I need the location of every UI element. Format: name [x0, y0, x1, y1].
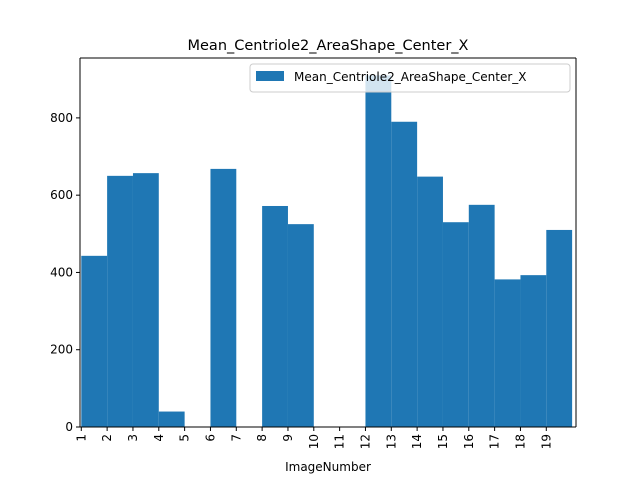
legend: Mean_Centriole2_AreaShape_Center_X [249, 63, 571, 93]
legend-label: Mean_Centriole2_AreaShape_Center_X [294, 70, 527, 84]
y-tick-label: 800 [50, 111, 73, 125]
legend-box [249, 63, 571, 93]
x-tick-label: 18 [513, 434, 527, 449]
x-tick-label: 6 [203, 434, 217, 442]
bar-16 [468, 204, 495, 427]
bar-13 [391, 121, 418, 427]
bar-15 [442, 222, 469, 427]
x-tick-label: 3 [126, 434, 140, 442]
x-tick-label: 13 [384, 434, 398, 449]
y-tick-label: 0 [65, 420, 73, 434]
bar-4 [158, 411, 185, 427]
y-tick-label: 400 [50, 265, 73, 279]
x-tick-label: 15 [436, 434, 450, 449]
bar-12 [365, 75, 392, 427]
bar-9 [287, 224, 314, 427]
bar-1 [81, 255, 108, 427]
x-tick-label: 17 [488, 434, 502, 449]
x-tick-label: 5 [178, 434, 192, 442]
x-tick-label: 4 [152, 434, 166, 442]
x-tick-label: 14 [410, 434, 424, 449]
bar-6 [210, 168, 237, 427]
bar-14 [417, 176, 443, 427]
x-tick-label: 12 [358, 434, 372, 449]
x-tick-label: 16 [462, 434, 476, 449]
bar-17 [494, 279, 521, 427]
x-tick-label: 8 [255, 434, 269, 442]
x-tick-label: 1 [74, 434, 88, 442]
bar-8 [262, 205, 288, 427]
bar-2 [107, 175, 133, 427]
x-axis-label: ImageNumber [285, 460, 371, 474]
x-tick-label: 19 [539, 434, 553, 449]
x-tick-label: 10 [307, 434, 321, 449]
x-tick-label: 2 [100, 434, 114, 442]
y-tick-label: 200 [50, 343, 73, 357]
bar-18 [520, 275, 547, 427]
chart-title: Mean_Centriole2_AreaShape_Center_X [188, 38, 469, 54]
legend-swatch [256, 71, 284, 81]
x-tick-label: 9 [281, 434, 295, 442]
x-tick-label: 11 [333, 434, 347, 449]
bars-group [81, 75, 573, 427]
x-tick-label: 7 [229, 434, 243, 442]
bar-3 [132, 173, 159, 427]
bar-19 [546, 229, 573, 427]
y-tick-label: 600 [50, 188, 73, 202]
